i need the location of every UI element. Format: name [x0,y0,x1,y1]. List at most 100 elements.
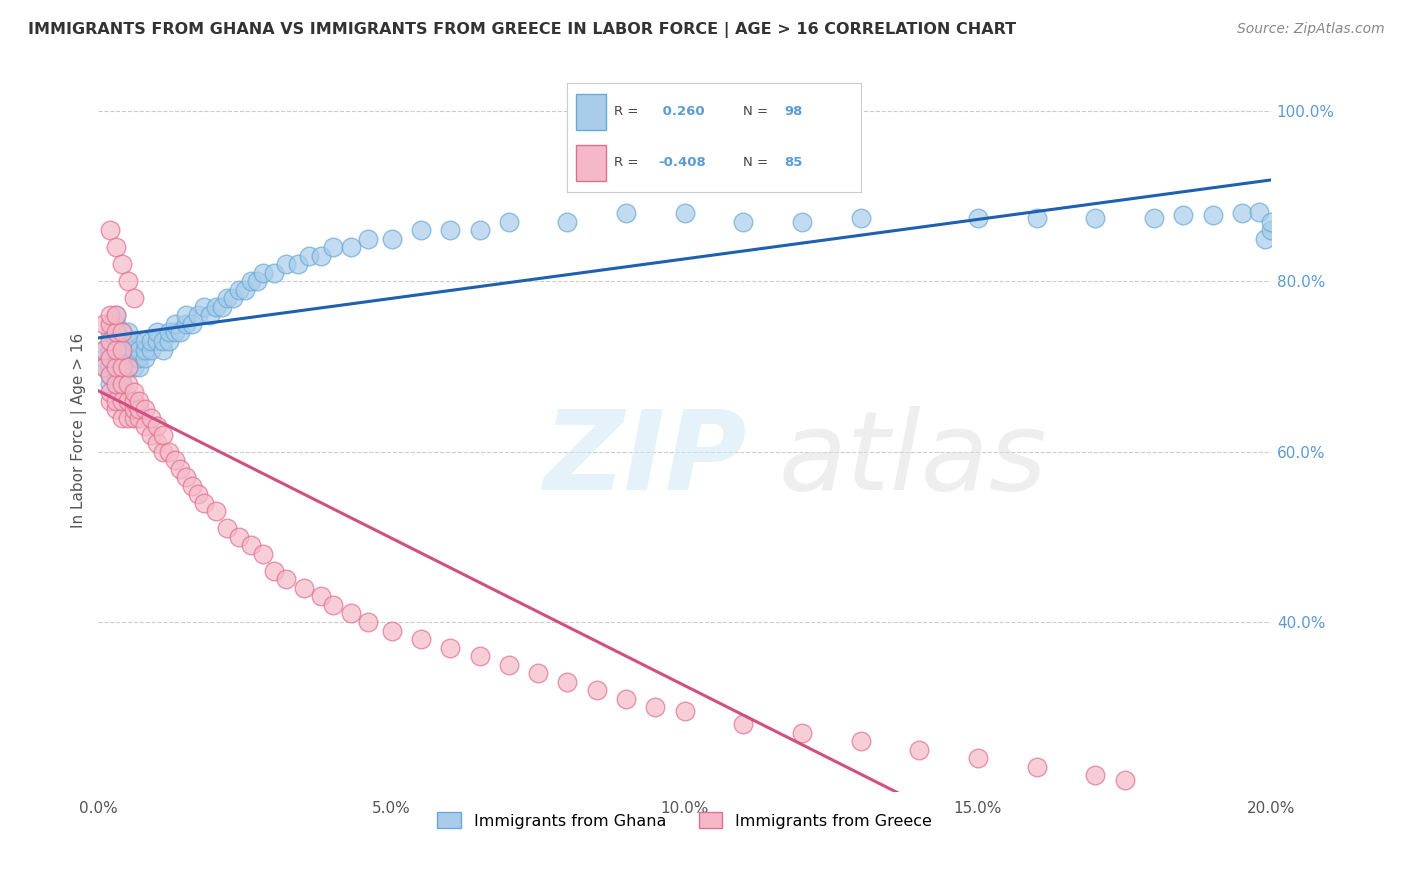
Point [239,538,262,552]
Point [111,376,134,391]
Point [298,249,321,263]
Point [104,240,127,254]
Point [498,215,520,229]
Point [104,334,127,348]
Point [163,453,186,467]
Point [117,343,139,357]
Point [181,317,204,331]
Text: atlas: atlas [779,406,1047,513]
Point [98,351,121,365]
Point [246,274,269,288]
Point [111,334,134,348]
Point [104,343,127,357]
Point [128,359,150,374]
Point [181,479,204,493]
Point [139,343,162,357]
Point [193,496,215,510]
Point [187,309,209,323]
Point [104,393,127,408]
Point [198,309,221,323]
Point [93,359,115,374]
Point [439,223,461,237]
Point [252,547,274,561]
Point [380,232,402,246]
Point [146,436,169,450]
Point [152,444,174,458]
Point [614,691,637,706]
Point [252,266,274,280]
Point [557,215,579,229]
Point [274,573,297,587]
Point [111,257,134,271]
Point [104,317,127,331]
Point [1230,206,1253,220]
Point [111,368,134,382]
Point [157,444,180,458]
Point [98,317,121,331]
Point [111,343,134,357]
Point [98,309,121,323]
Point [357,615,380,629]
Point [139,410,162,425]
Point [790,215,813,229]
Text: Source: ZipAtlas.com: Source: ZipAtlas.com [1237,22,1385,37]
Point [339,607,361,621]
Point [157,326,180,340]
Point [93,343,115,357]
Point [790,725,813,739]
Point [1114,772,1136,787]
Point [1025,760,1047,774]
Point [98,334,121,348]
Point [111,351,134,365]
Point [233,283,256,297]
Point [1084,211,1107,225]
Point [93,343,115,357]
Point [104,376,127,391]
Point [439,640,461,655]
Point [222,292,245,306]
Point [93,359,115,374]
Point [93,317,115,331]
Point [104,326,127,340]
Point [98,368,121,382]
Y-axis label: In Labor Force | Age > 16: In Labor Force | Age > 16 [72,333,87,528]
Point [111,410,134,425]
Point [111,343,134,357]
Point [111,393,134,408]
Point [122,385,145,400]
Point [204,300,226,314]
Legend: Immigrants from Ghana, Immigrants from Greece: Immigrants from Ghana, Immigrants from G… [432,805,938,835]
Point [128,402,150,417]
Point [152,334,174,348]
Point [1254,232,1277,246]
Point [169,461,191,475]
Point [204,504,226,518]
Point [644,700,666,714]
Point [139,427,162,442]
Point [111,326,134,340]
Point [117,274,139,288]
Point [169,326,191,340]
Point [117,359,139,374]
Point [98,385,121,400]
Point [176,470,198,484]
Point [98,393,121,408]
Point [104,309,127,323]
Point [309,249,332,263]
Point [292,581,315,595]
Point [104,359,127,374]
Point [104,368,127,382]
Point [98,326,121,340]
Point [157,334,180,348]
Point [117,410,139,425]
Point [967,211,990,225]
Point [1143,211,1166,225]
Point [128,410,150,425]
Point [585,683,607,698]
Point [128,393,150,408]
Point [122,292,145,306]
Text: ZIP: ZIP [544,406,748,513]
Point [1025,211,1047,225]
Point [339,240,361,254]
Point [1201,208,1223,222]
